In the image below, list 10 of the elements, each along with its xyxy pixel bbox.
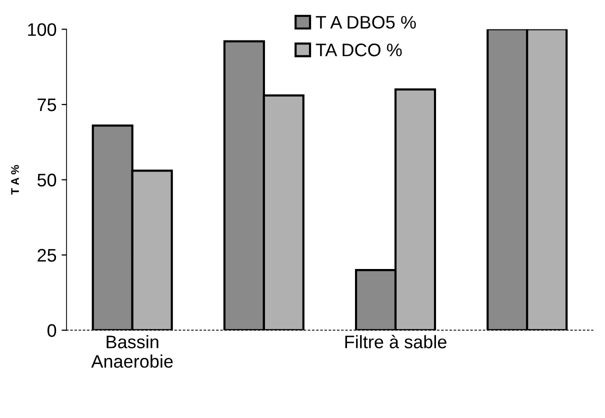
x-tick-label: Filtre à sable	[345, 334, 446, 348]
y-tick-label: 25	[38, 248, 56, 262]
y-tick-label: 75	[38, 98, 56, 112]
legend-label: T A DBO5 %	[316, 16, 416, 29]
y-tick-label: 100	[28, 23, 56, 36]
y-tick-label: 0	[47, 324, 56, 337]
x-tick-label: Bassin Anaerobie	[91, 335, 173, 368]
y-axis-title: T A %	[11, 165, 19, 195]
y-tick-label: 50	[37, 174, 56, 186]
legend-label: TA DCO %	[316, 44, 402, 56]
